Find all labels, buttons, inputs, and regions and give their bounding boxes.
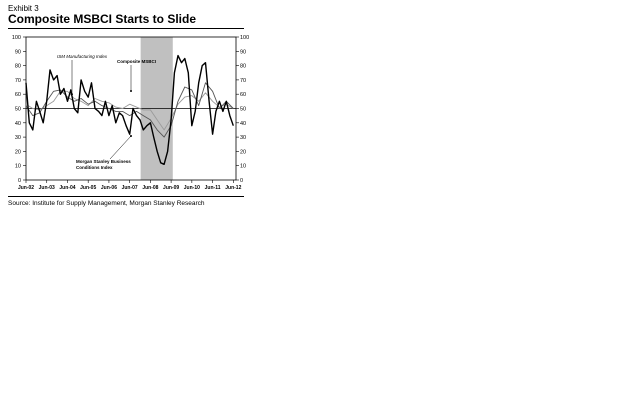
annotation-business-conditions-line2: Conditions Index: [76, 165, 113, 170]
x-tick-label: Jun-04: [59, 185, 75, 191]
y-tick-label-right: 100: [240, 35, 249, 41]
annotation-ism: ISM Manufacturing Index: [57, 54, 108, 59]
y-tick-label-right: 90: [240, 49, 246, 55]
leader-dot-business-conditions: [130, 135, 132, 137]
series-line-business-conditions: [25, 54, 234, 166]
series-line-ism: [25, 90, 234, 131]
y-tick-label-left: 40: [15, 121, 21, 127]
source-note: Source: Institute for Supply Management,…: [8, 200, 205, 207]
x-tick-label: Jun-12: [225, 185, 241, 191]
leader-line-business-conditions: [109, 135, 132, 160]
y-tick-label-right: 50: [240, 107, 246, 113]
chart-title: Composite MSBCI Starts to Slide: [8, 12, 197, 26]
annotation-composite: Composite MSBCI: [117, 59, 156, 64]
annotation-business-conditions-line1: Morgan Stanley Business: [76, 159, 131, 164]
exhibit-label: Exhibit 3: [8, 4, 39, 13]
y-tick-label-left: 90: [15, 49, 21, 55]
leader-dot-composite: [130, 90, 132, 92]
series-line-composite: [25, 82, 234, 138]
line-chart: 0 0 10 10 20 20 30 30 40 40 50 50 60 60 70 70 80 80 90 90 10…: [12, 35, 249, 191]
y-tick-label-left: 30: [15, 135, 21, 141]
leader-dot-ism: [71, 93, 73, 96]
x-tick-label: Jun-06: [101, 185, 117, 191]
x-tick-label: Jun-08: [142, 185, 158, 191]
y-tick-label-right: 10: [240, 164, 246, 170]
y-tick-label-right: 30: [240, 135, 246, 141]
y-tick-label-left: 80: [15, 64, 21, 70]
y-tick-label-left: 60: [15, 92, 21, 98]
x-tick-label: Jun-03: [39, 185, 55, 191]
y-tick-label-left: 50: [15, 107, 21, 113]
x-tick-label: Jun-11: [205, 185, 221, 191]
x-tick-label: Jun-07: [122, 185, 138, 191]
y-tick-label-right: 40: [240, 121, 246, 127]
y-tick-label-right: 20: [240, 149, 246, 155]
bottom-rule: [8, 196, 244, 197]
y-tick-label-left: 100: [12, 35, 21, 41]
x-tick-label: Jun-10: [184, 185, 200, 191]
x-tick-label: Jun-05: [80, 185, 96, 191]
y-tick-label-right: 60: [240, 92, 246, 98]
y-tick-label-left: 10: [15, 164, 21, 170]
y-tick-label-right: 80: [240, 64, 246, 70]
y-tick-label-left: 0: [18, 178, 21, 184]
y-tick-label-left: 20: [15, 149, 21, 155]
top-rule: [8, 28, 244, 29]
y-tick-label-left: 70: [15, 78, 21, 84]
x-tick-label: Jun-09: [163, 185, 179, 191]
y-tick-label-right: 70: [240, 78, 246, 84]
y-tick-label-right: 0: [240, 178, 243, 184]
x-tick-label: Jun-02: [18, 185, 34, 191]
